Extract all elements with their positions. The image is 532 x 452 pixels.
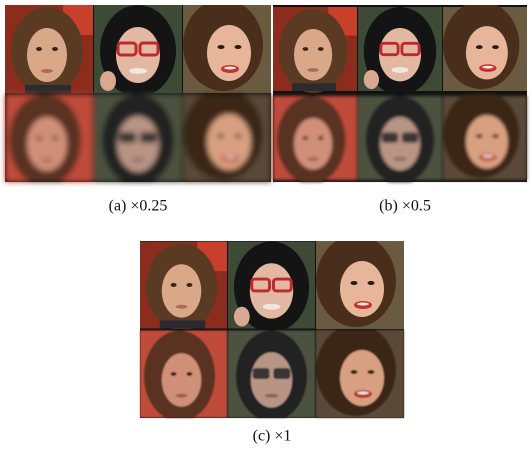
figure: (a) ×0.25 (b) ×0.5 (c) ×1 bbox=[0, 0, 532, 452]
image-grid-c bbox=[140, 235, 404, 421]
caption: (c) ×1 bbox=[253, 428, 292, 445]
image-grid-a bbox=[5, 0, 271, 186]
caption: (b) ×0.5 bbox=[379, 198, 431, 215]
image-grid-b bbox=[273, 1, 527, 184]
caption: (a) ×0.25 bbox=[109, 198, 168, 215]
